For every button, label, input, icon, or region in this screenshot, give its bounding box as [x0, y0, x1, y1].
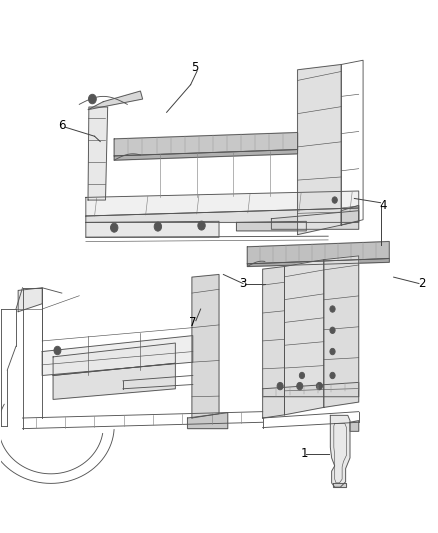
Circle shape: [110, 223, 118, 232]
Polygon shape: [86, 191, 359, 216]
Circle shape: [332, 197, 337, 203]
Polygon shape: [42, 336, 193, 375]
Polygon shape: [114, 133, 297, 156]
Polygon shape: [247, 241, 389, 264]
Circle shape: [330, 349, 335, 355]
Circle shape: [154, 222, 162, 231]
Text: 4: 4: [379, 199, 386, 212]
Text: 1: 1: [300, 447, 308, 460]
Polygon shape: [330, 415, 350, 487]
Polygon shape: [88, 107, 108, 200]
Circle shape: [299, 372, 304, 378]
Text: 6: 6: [58, 119, 66, 132]
Polygon shape: [114, 150, 297, 160]
Circle shape: [330, 372, 335, 378]
Polygon shape: [324, 256, 359, 407]
Polygon shape: [297, 64, 341, 235]
Circle shape: [330, 306, 335, 312]
Circle shape: [330, 327, 335, 334]
Polygon shape: [88, 91, 143, 110]
Polygon shape: [332, 483, 346, 487]
Polygon shape: [53, 364, 175, 399]
Circle shape: [316, 382, 322, 390]
Polygon shape: [53, 343, 175, 375]
Text: 7: 7: [189, 316, 197, 329]
Polygon shape: [263, 266, 285, 418]
Polygon shape: [187, 413, 228, 429]
Polygon shape: [237, 221, 306, 231]
Circle shape: [277, 382, 283, 390]
Text: 5: 5: [191, 61, 199, 74]
Circle shape: [54, 346, 61, 355]
Circle shape: [88, 94, 96, 104]
Circle shape: [297, 382, 303, 390]
Polygon shape: [341, 205, 359, 225]
Polygon shape: [272, 211, 359, 229]
Polygon shape: [192, 274, 219, 418]
Polygon shape: [247, 259, 389, 266]
Polygon shape: [86, 208, 359, 222]
Text: 2: 2: [418, 277, 426, 290]
Text: 3: 3: [239, 277, 247, 290]
Polygon shape: [263, 382, 359, 397]
Polygon shape: [18, 288, 42, 312]
Polygon shape: [285, 260, 324, 415]
Circle shape: [198, 221, 205, 230]
Polygon shape: [86, 221, 219, 237]
Polygon shape: [350, 421, 359, 431]
